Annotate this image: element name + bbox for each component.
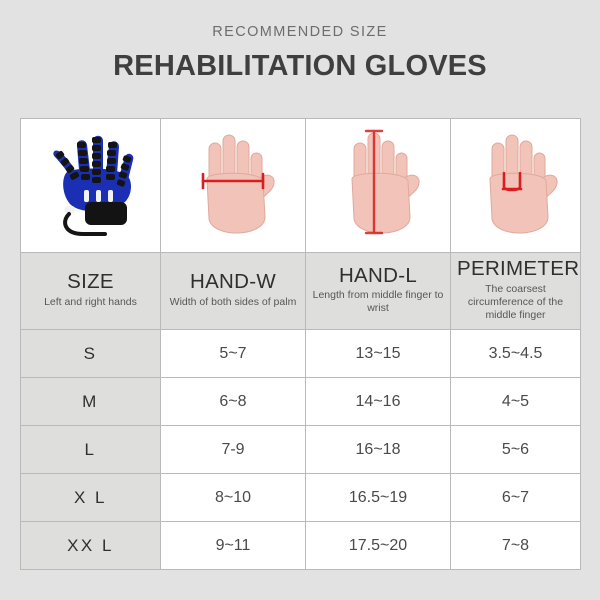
glove-photo-cell xyxy=(20,118,161,253)
cell-hand-w: 9~11 xyxy=(160,521,306,570)
column-title: HAND-L xyxy=(338,263,418,287)
column-title: PERIMETER xyxy=(457,257,580,281)
table-row: S 5~7 13~15 3.5~4.5 xyxy=(20,329,581,378)
size-table-container: SIZE Left and right hands HAND-W Width o… xyxy=(20,118,581,570)
cell-size: M xyxy=(20,377,161,426)
table-row: L 7-9 16~18 5~6 xyxy=(20,425,581,474)
page-kicker: RECOMMENDED SIZE xyxy=(212,24,388,40)
cell-hand-w: 8~10 xyxy=(160,473,306,522)
column-subtitle: Length from middle finger to wrist xyxy=(312,289,444,315)
cell-hand-w: 7-9 xyxy=(160,425,306,474)
column-header-hand-w: HAND-W Width of both sides of palm xyxy=(160,252,306,330)
column-subtitle: Left and right hands xyxy=(44,295,137,308)
finger-perimeter-icon xyxy=(488,134,558,233)
column-header-perimeter: PERIMETER The coarsest circumference of … xyxy=(450,252,581,330)
cell-size: XX L xyxy=(20,521,161,570)
cell-size: X L xyxy=(20,473,161,522)
rehabilitation-glove-photo xyxy=(21,119,160,252)
table-header-row: SIZE Left and right hands HAND-W Width o… xyxy=(20,252,581,330)
cell-hand-l: 13~15 xyxy=(305,329,451,378)
hand-length-cell xyxy=(305,118,451,253)
column-title: SIZE xyxy=(67,270,114,294)
cell-size: S xyxy=(20,329,161,378)
size-table: SIZE Left and right hands HAND-W Width o… xyxy=(20,118,581,570)
cell-hand-l: 16~18 xyxy=(305,425,451,474)
hand-length-diagram xyxy=(306,119,450,252)
column-header-hand-l: HAND-L Length from middle finger to wris… xyxy=(305,252,451,330)
hand-width-icon xyxy=(201,134,275,233)
cell-perimeter: 6~7 xyxy=(450,473,581,522)
cell-perimeter: 5~6 xyxy=(450,425,581,474)
finger-perimeter-cell xyxy=(450,118,581,253)
cell-perimeter: 3.5~4.5 xyxy=(450,329,581,378)
cell-hand-l: 17.5~20 xyxy=(305,521,451,570)
cell-size: L xyxy=(20,425,161,474)
glove-icon xyxy=(52,135,133,236)
hand-length-icon xyxy=(351,129,420,234)
hand-width-diagram xyxy=(161,119,305,252)
illustration-row xyxy=(20,118,581,253)
cell-hand-l: 14~16 xyxy=(305,377,451,426)
column-subtitle: Width of both sides of palm xyxy=(169,295,297,308)
cell-hand-l: 16.5~19 xyxy=(305,473,451,522)
table-row: M 6~8 14~16 4~5 xyxy=(20,377,581,426)
finger-perimeter-diagram xyxy=(451,119,580,252)
hand-width-cell xyxy=(160,118,306,253)
column-header-size: SIZE Left and right hands xyxy=(20,252,161,330)
table-row: X L 8~10 16.5~19 6~7 xyxy=(20,473,581,522)
cell-perimeter: 7~8 xyxy=(450,521,581,570)
column-title: HAND-W xyxy=(189,270,277,294)
cell-perimeter: 4~5 xyxy=(450,377,581,426)
table-row: XX L 9~11 17.5~20 7~8 xyxy=(20,521,581,570)
column-subtitle: The coarsest circumference of the middle… xyxy=(467,282,564,321)
cell-hand-w: 5~7 xyxy=(160,329,306,378)
cell-hand-w: 6~8 xyxy=(160,377,306,426)
page-title: REHABILITATION GLOVES xyxy=(113,50,487,83)
page-header: RECOMMENDED SIZE REHABILITATION GLOVES xyxy=(0,0,600,84)
